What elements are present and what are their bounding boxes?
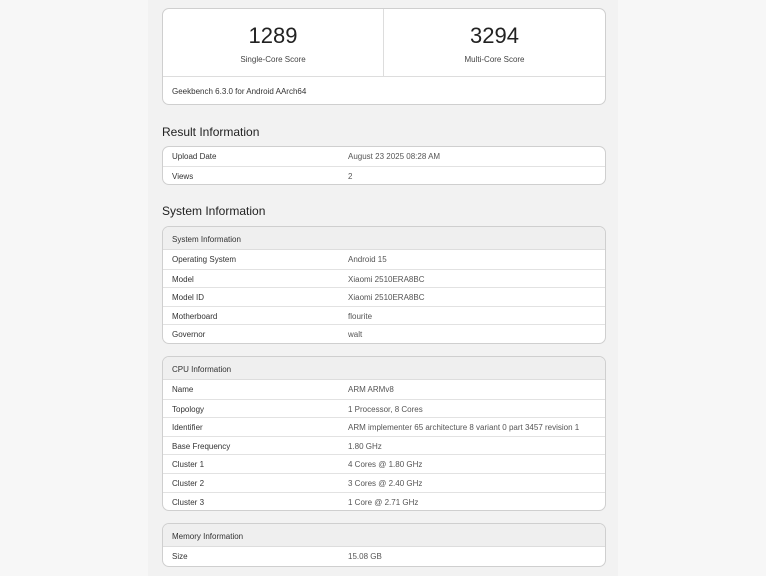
table-row: Governor walt (163, 324, 605, 343)
row-label: Views (172, 171, 194, 181)
row-label: Upload Date (172, 152, 217, 161)
cpu-table: CPU Information Name ARM ARMv8 Topology 1 P… (162, 356, 606, 512)
table-row: Base Frequency 1.80 GHz (163, 435, 605, 455)
row-value: flourite (348, 311, 373, 321)
row-label: Motherboard (172, 311, 218, 321)
row-value: 1 Core @ 2.71 GHz (348, 497, 419, 507)
row-value: Xiaomi 2510ERA8BC (348, 293, 425, 303)
row-label: Model ID (172, 293, 205, 303)
table-row: Size 15.08 GB (163, 547, 605, 566)
row-value: August 23 2025 08:28 AM (348, 152, 441, 161)
row-value: 1.80 GHz (348, 441, 382, 451)
benchmark-version: Geekbench 6.3.0 for Android AArch64 (163, 76, 605, 96)
row-value: ARM implementer 65 architecture 8 varian… (348, 423, 580, 433)
table-row: Model Xiaomi 2510ERA8BC (163, 268, 605, 288)
row-value: Xiaomi 2510ERA8BC (348, 274, 425, 284)
row-label: Operating System (172, 255, 237, 264)
table-row: Name ARM ARMv8 (163, 380, 605, 399)
row-value: 4 Cores @ 1.80 GHz (348, 460, 423, 470)
multi-core-label: Multi-Core Score (464, 55, 525, 64)
multi-core-score: 3294 Multi-Core Score (384, 9, 605, 76)
table-header: System Information (163, 227, 605, 250)
row-value: 2 (348, 171, 353, 181)
table-row: Motherboard flourite (163, 305, 605, 325)
row-label: Name (172, 385, 194, 394)
single-core-value: 1289 (248, 23, 298, 48)
result-table: Upload Date August 23 2025 08:28 AM Views 2 (162, 146, 606, 186)
row-value: 15.08 GB (348, 552, 382, 561)
multi-core-value: 3294 (470, 23, 519, 48)
row-label: Governor (172, 330, 206, 340)
table-header: CPU Information (163, 357, 605, 380)
row-label: Cluster 3 (172, 497, 205, 507)
table-row: Model ID Xiaomi 2510ERA8BC (163, 287, 605, 306)
single-core-score: 1289 Single-Core Score (163, 9, 384, 76)
memory-table: Memory Information Size 15.08 GB (162, 523, 606, 567)
row-label: Model (172, 274, 194, 284)
row-label: Cluster 1 (172, 460, 205, 470)
table-row: Views 2 (163, 165, 605, 185)
row-label: Base Frequency (172, 441, 231, 451)
table-row: Upload Date August 23 2025 08:28 AM (163, 147, 605, 166)
row-value: ARM ARMv8 (348, 385, 394, 394)
single-core-label: Single-Core Score (240, 55, 306, 64)
score-card: 1289 Single-Core Score 3294 Multi-Core S… (162, 8, 606, 105)
row-value: walt (348, 330, 363, 340)
table-header: Memory Information (163, 524, 605, 547)
table-row: Operating System Android 15 (163, 250, 605, 269)
row-label: Identifier (172, 423, 203, 433)
result-information-heading: Result Information (162, 125, 260, 139)
row-label: Size (172, 552, 188, 561)
row-label: Topology (172, 404, 205, 414)
table-row: Topology 1 Processor, 8 Cores (163, 398, 605, 418)
row-label: Cluster 2 (172, 478, 205, 488)
row-value: 1 Processor, 8 Cores (348, 404, 423, 414)
row-value: 3 Cores @ 2.40 GHz (348, 478, 423, 488)
row-value: Android 15 (348, 255, 387, 264)
table-row: Identifier ARM implementer 65 architectur… (163, 417, 605, 436)
table-row: Cluster 1 4 Cores @ 1.80 GHz (163, 454, 605, 473)
system-information-heading: System Information (162, 204, 266, 218)
system-table: System Information Operating System Andro… (162, 226, 606, 344)
table-row: Cluster 2 3 Cores @ 2.40 GHz (163, 472, 605, 492)
table-row: Cluster 3 1 Core @ 2.71 GHz (163, 491, 605, 511)
